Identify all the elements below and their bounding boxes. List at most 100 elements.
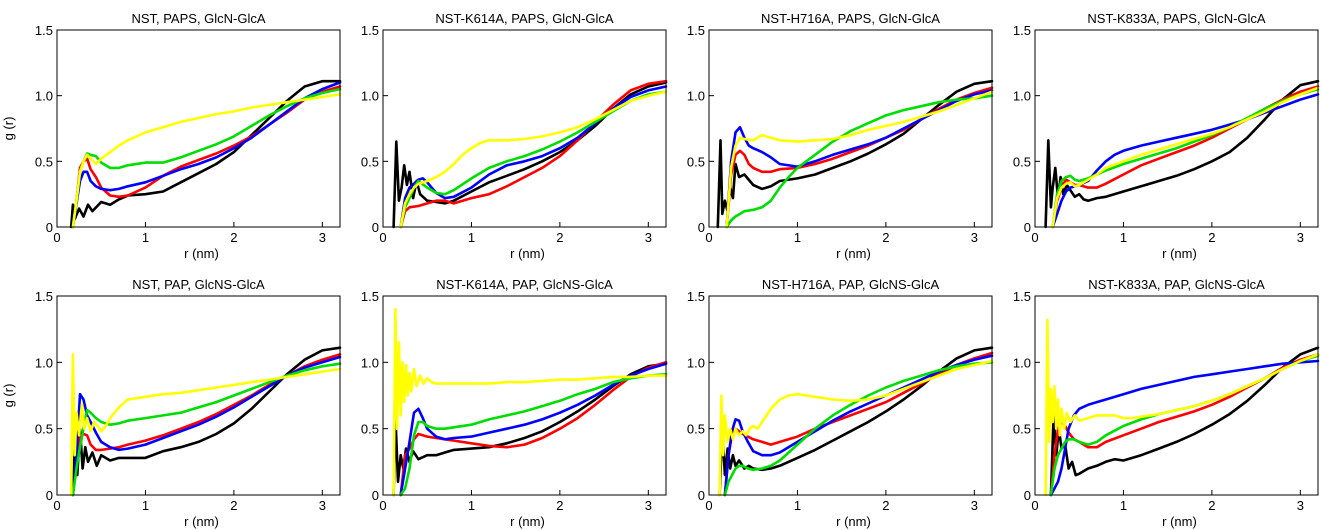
series-line-4 <box>723 360 994 497</box>
y-tick-label: 1.0 <box>1013 355 1031 370</box>
series-line-4 <box>725 94 994 229</box>
x-axis-label: r (nm) <box>836 514 871 529</box>
series-line-3 <box>1051 93 1320 229</box>
x-tick-label: 3 <box>645 230 652 245</box>
series-line-3 <box>723 354 994 497</box>
y-tick-label: 1.0 <box>35 355 53 370</box>
y-tick-label: 1.0 <box>687 355 705 370</box>
y-axis-label: g (r) <box>1 384 16 408</box>
x-tick-label: 1 <box>794 230 801 245</box>
x-tick-label: 0 <box>53 230 60 245</box>
y-tick-label: 1.0 <box>361 89 379 104</box>
chart-panel-2: NST-K614A, PAPS, GlcN-GlcA 0 1 2 3 0 0.5 1.0 1.5… <box>361 11 668 261</box>
chart-title: NST-K614A, PAPS, GlcN-GlcA <box>435 11 614 26</box>
series-line-1 <box>71 346 342 497</box>
chart-title: NST-H716A, PAPS, GlcN-GlcA <box>761 11 940 26</box>
y-tick-label: 0 <box>698 220 705 235</box>
chart-title: NST-K833A, PAP, GlcNS-GlcA <box>1088 277 1265 292</box>
plot-frame <box>382 29 667 228</box>
series-line-1 <box>718 346 994 497</box>
x-tick-label: 0 <box>1031 498 1038 513</box>
series-line-3 <box>71 81 342 229</box>
chart-panel-8: NST-K833A, PAP, GlcNS-GlcA 0 1 2 3 0 0.5 1.0 1.5… <box>1013 277 1320 529</box>
series-line-4 <box>1051 87 1320 229</box>
series-line-4 <box>71 362 342 497</box>
series-line-3 <box>71 355 342 497</box>
series-line-5 <box>1044 318 1320 497</box>
y-tick-label: 0.5 <box>1013 154 1031 169</box>
series-line-5 <box>725 90 994 229</box>
series-line-4 <box>1049 354 1320 497</box>
chart-panel-6: NST-K614A, PAP, GlcNS-GlcA 0 1 2 3 0 0.5 1.0 1.5… <box>361 277 668 529</box>
x-tick-label: 0 <box>379 498 386 513</box>
series-line-4 <box>399 372 668 497</box>
x-tick-label: 3 <box>645 498 652 513</box>
x-tick-label: 1 <box>142 498 149 513</box>
series-line-2 <box>399 360 668 497</box>
y-tick-label: 0 <box>698 488 705 503</box>
y-tick-label: 0.5 <box>361 422 379 437</box>
y-tick-label: 1.5 <box>35 23 53 38</box>
chart-title: NST-K614A, PAP, GlcNS-GlcA <box>436 277 613 292</box>
y-tick-label: 0.5 <box>687 422 705 437</box>
x-axis-label: r (nm) <box>1162 246 1197 261</box>
y-tick-label: 1.5 <box>687 23 705 38</box>
x-tick-label: 1 <box>468 498 475 513</box>
series-line-5 <box>718 359 994 497</box>
x-tick-label: 3 <box>319 230 326 245</box>
x-tick-label: 0 <box>705 230 712 245</box>
plot-frame <box>56 29 341 228</box>
y-tick-label: 1.5 <box>361 23 379 38</box>
series-line-1 <box>1044 79 1320 229</box>
x-tick-label: 3 <box>1297 498 1304 513</box>
y-tick-label: 0 <box>372 488 379 503</box>
x-tick-label: 3 <box>971 498 978 513</box>
x-axis-label: r (nm) <box>510 246 545 261</box>
plot-frame <box>708 295 993 496</box>
y-tick-label: 0 <box>1024 488 1031 503</box>
x-tick-label: 2 <box>230 230 237 245</box>
x-tick-label: 2 <box>556 230 563 245</box>
y-tick-label: 1.0 <box>687 89 705 104</box>
plot-frame <box>1034 29 1319 228</box>
x-tick-label: 1 <box>1120 230 1127 245</box>
x-axis-label: r (nm) <box>836 246 871 261</box>
y-tick-label: 1.5 <box>687 289 705 304</box>
x-axis-label: r (nm) <box>510 514 545 529</box>
x-tick-label: 2 <box>556 498 563 513</box>
y-tick-label: 0.5 <box>35 154 53 169</box>
plot-frame <box>382 295 667 496</box>
chart-panel-3: NST-H716A, PAPS, GlcN-GlcA 0 1 2 3 0 0.5 1.0 1.5… <box>687 11 994 261</box>
x-tick-label: 2 <box>882 230 889 245</box>
x-tick-label: 3 <box>319 498 326 513</box>
chart-title: NST-K833A, PAPS, GlcN-GlcA <box>1087 11 1266 26</box>
y-tick-label: 1.5 <box>1013 289 1031 304</box>
y-tick-label: 1.5 <box>1013 23 1031 38</box>
chart-panel-5: NST, PAP, GlcNS-GlcA 0 1 2 3 0 0.5 1.0 1.5 r (nm)… <box>1 277 342 529</box>
series-line-5 <box>392 307 668 497</box>
y-tick-label: 1.0 <box>1013 89 1031 104</box>
series-line-2 <box>1049 353 1320 497</box>
plot-frame <box>1034 295 1319 496</box>
series-line-3 <box>1049 359 1320 497</box>
y-tick-label: 0 <box>46 488 53 503</box>
series-line-2 <box>723 351 994 497</box>
y-tick-label: 1.0 <box>35 89 53 104</box>
chart-title: NST, PAPS, GlcN-GlcA <box>131 11 265 26</box>
y-tick-label: 0 <box>372 220 379 235</box>
y-tick-label: 0.5 <box>35 422 53 437</box>
plot-frame <box>56 295 341 496</box>
chart-panel-4: NST-K833A, PAPS, GlcN-GlcA 0 1 2 3 0 0.5 1.0 1.5… <box>1013 11 1320 261</box>
series-line-2 <box>399 79 668 229</box>
x-tick-label: 0 <box>705 498 712 513</box>
x-tick-label: 3 <box>971 230 978 245</box>
y-axis-label: g (r) <box>1 117 16 141</box>
series-line-2 <box>71 85 342 229</box>
x-tick-label: 1 <box>1120 498 1127 513</box>
x-tick-label: 1 <box>468 230 475 245</box>
chart-title: NST, PAP, GlcNS-GlcA <box>132 277 265 292</box>
x-tick-label: 1 <box>794 498 801 513</box>
x-tick-label: 0 <box>1031 230 1038 245</box>
series-line-5 <box>69 353 342 497</box>
y-tick-label: 1.5 <box>35 289 53 304</box>
